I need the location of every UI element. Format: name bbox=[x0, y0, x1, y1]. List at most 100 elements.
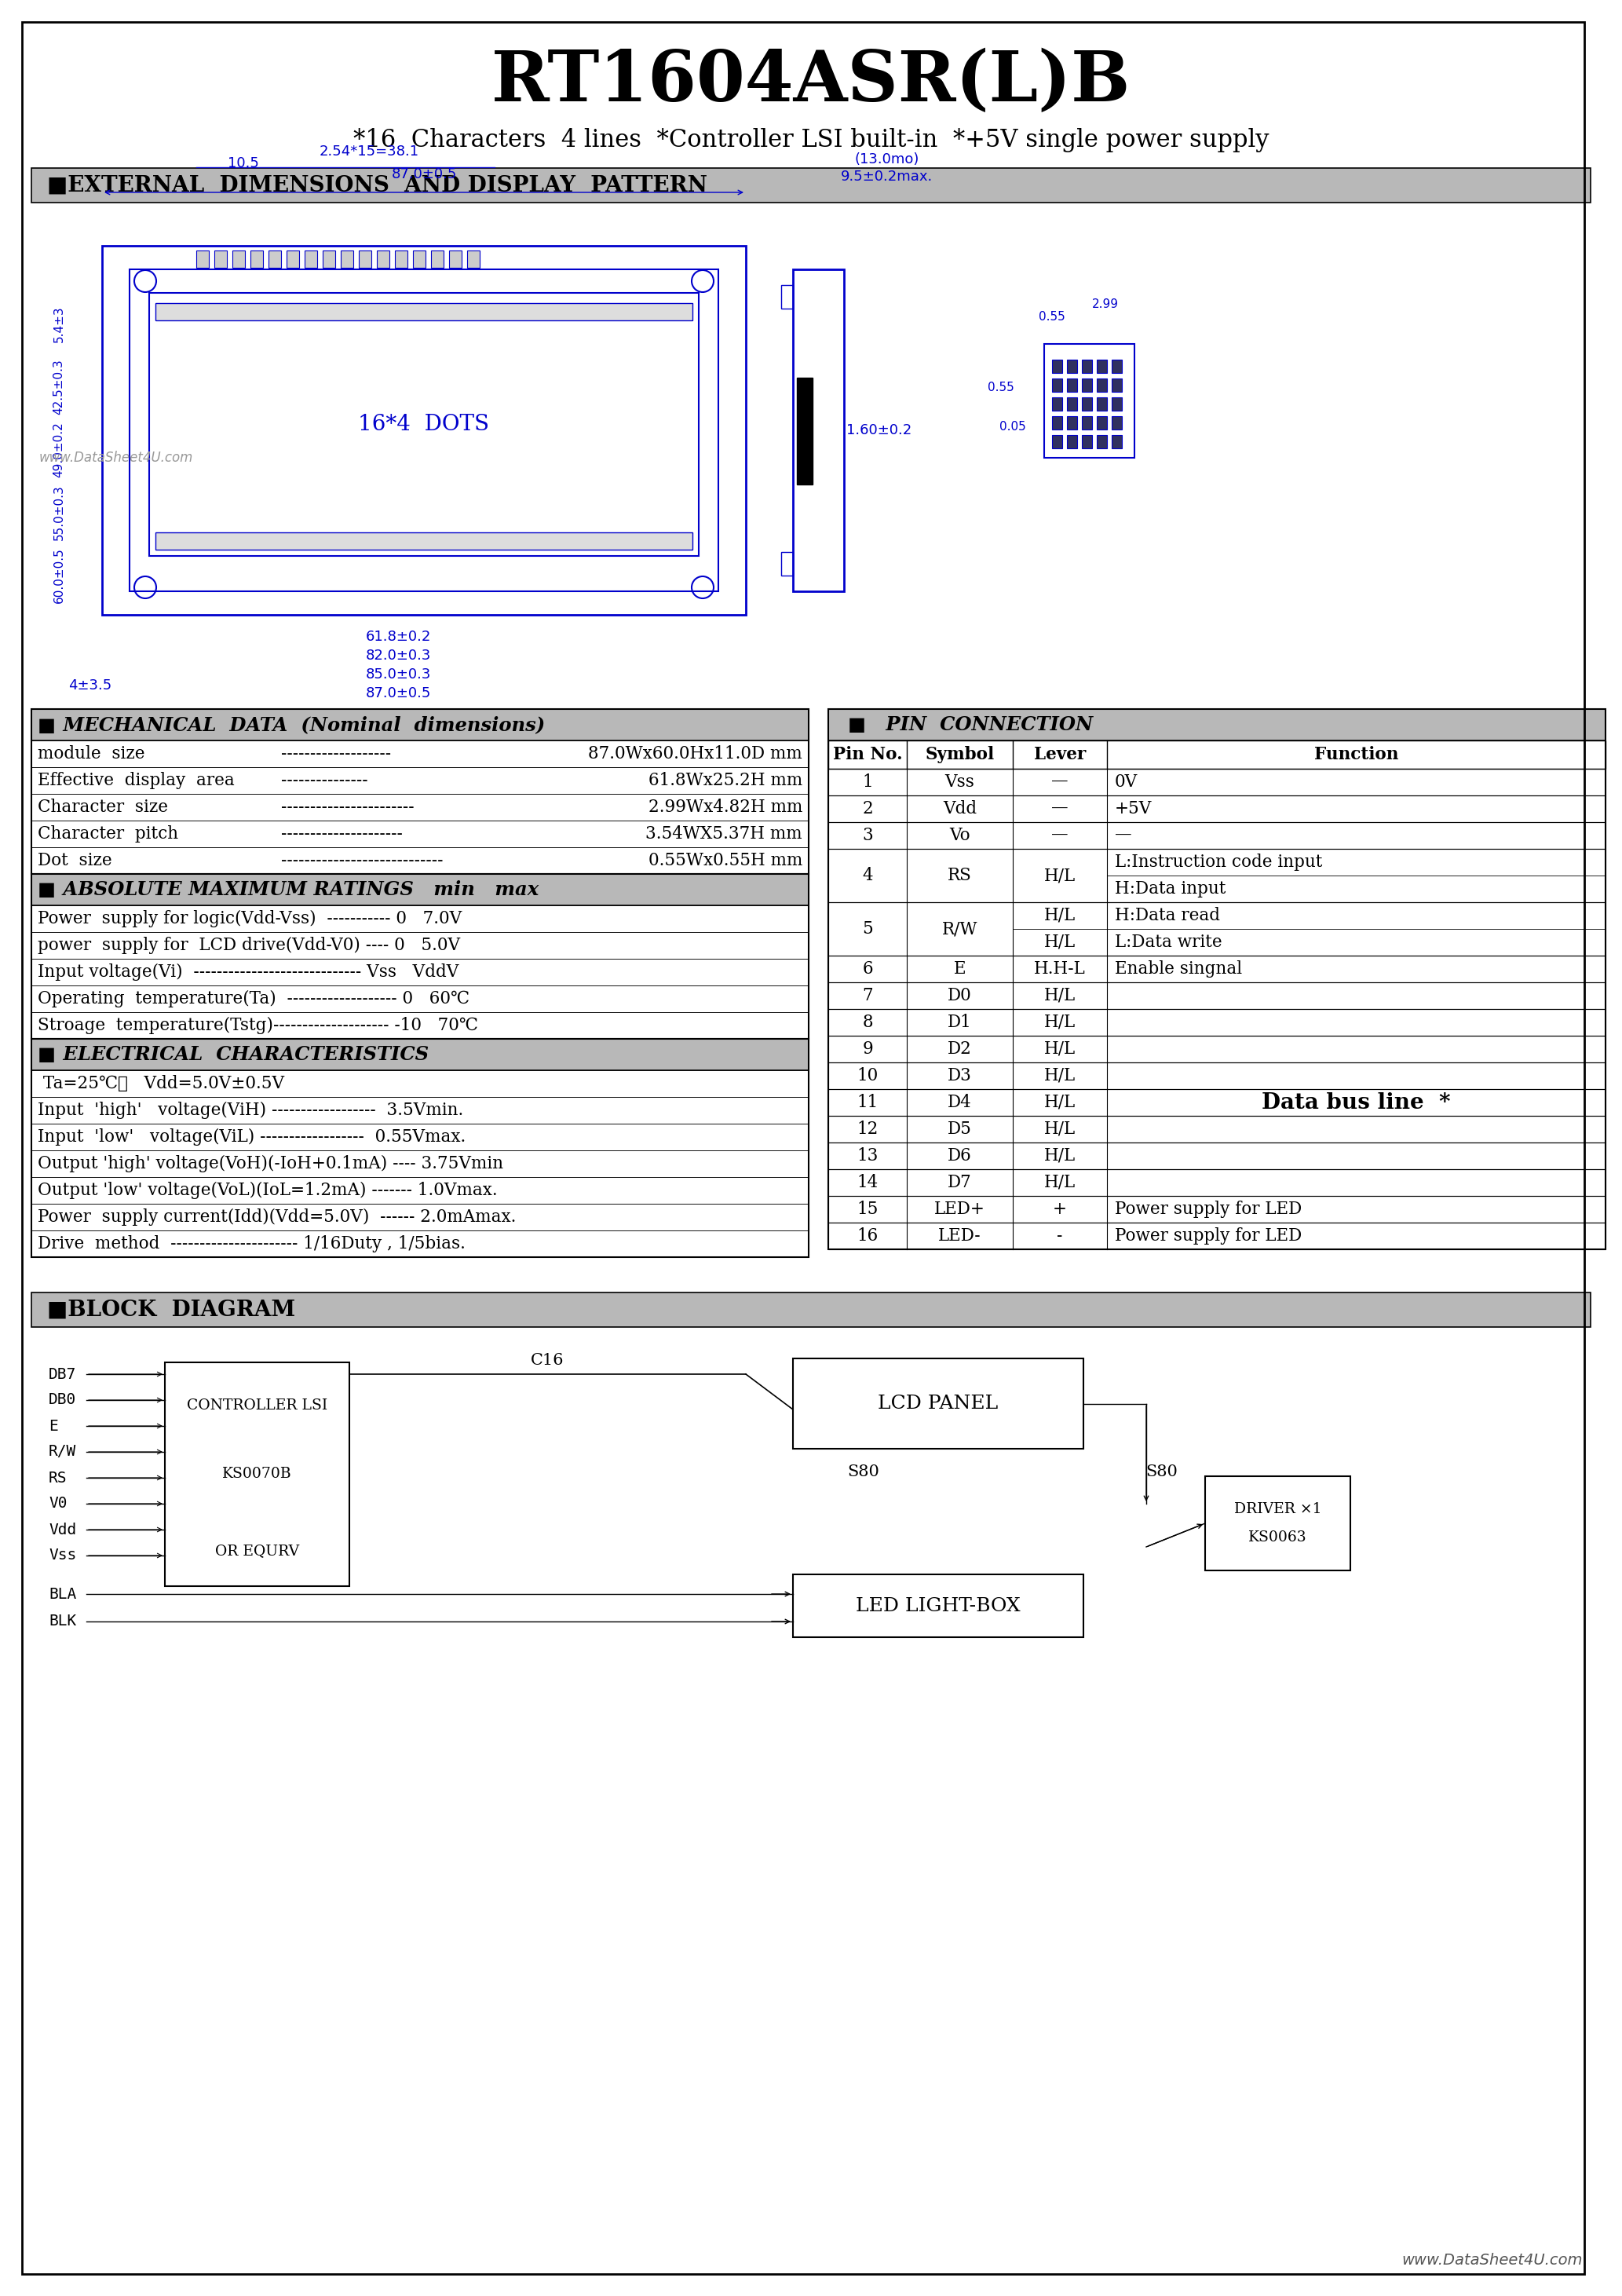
Text: LED+: LED+ bbox=[934, 1201, 985, 1217]
Text: Vss: Vss bbox=[946, 774, 975, 790]
Text: ----------------------------: ---------------------------- bbox=[281, 852, 443, 870]
Bar bbox=[793, 269, 843, 592]
Text: 3: 3 bbox=[863, 827, 873, 845]
Bar bbox=[796, 379, 813, 484]
Bar bbox=[31, 820, 809, 847]
Bar bbox=[1053, 434, 1062, 448]
Bar bbox=[156, 533, 693, 549]
Text: Effective  display  area: Effective display area bbox=[37, 771, 235, 790]
Text: 61.8Wx25.2H mm: 61.8Wx25.2H mm bbox=[649, 771, 803, 790]
Bar bbox=[394, 250, 407, 269]
Text: 0.55Wx0.55H mm: 0.55Wx0.55H mm bbox=[649, 852, 803, 870]
Text: 87.0Wx60.0Hx11.0D mm: 87.0Wx60.0Hx11.0D mm bbox=[589, 746, 803, 762]
Text: Power  supply current(Idd)(Vdd=5.0V)  ------ 2.0mAmax.: Power supply current(Idd)(Vdd=5.0V) ----… bbox=[37, 1208, 516, 1226]
Text: www.DataSheet4U.com: www.DataSheet4U.com bbox=[1401, 2252, 1583, 2268]
Text: 6: 6 bbox=[863, 960, 873, 978]
Text: H/L: H/L bbox=[1045, 1093, 1075, 1111]
Bar bbox=[431, 250, 443, 269]
Bar bbox=[196, 250, 209, 269]
Text: Output 'high' voltage(VoH)(-IoH+0.1mA) ---- 3.75Vmin: Output 'high' voltage(VoH)(-IoH+0.1mA) -… bbox=[37, 1155, 503, 1173]
Bar bbox=[31, 905, 809, 932]
Text: ■    ABSOLUTE MAXIMUM RATINGS   min   max: ■ ABSOLUTE MAXIMUM RATINGS min max bbox=[37, 879, 539, 900]
Bar bbox=[829, 902, 1606, 955]
Bar bbox=[31, 1293, 1591, 1327]
Text: BLK: BLK bbox=[49, 1614, 76, 1628]
Text: 0.55: 0.55 bbox=[1038, 310, 1066, 321]
Text: H/L: H/L bbox=[1045, 868, 1075, 884]
Bar bbox=[31, 709, 809, 875]
Text: 8: 8 bbox=[863, 1015, 873, 1031]
Text: ■EXTERNAL  DIMENSIONS  AND DISPLAY  PATTERN: ■EXTERNAL DIMENSIONS AND DISPLAY PATTERN bbox=[47, 174, 707, 195]
Text: ■BLOCK  DIAGRAM: ■BLOCK DIAGRAM bbox=[47, 1300, 295, 1320]
Bar bbox=[829, 742, 1606, 769]
Text: Power supply for LED: Power supply for LED bbox=[1114, 1201, 1302, 1217]
Bar bbox=[1082, 416, 1092, 429]
Text: (13.0mo): (13.0mo) bbox=[855, 152, 920, 168]
Text: H/L: H/L bbox=[1045, 907, 1075, 925]
Bar bbox=[829, 769, 1606, 794]
Text: L:Data write: L:Data write bbox=[1114, 934, 1221, 951]
Bar bbox=[782, 551, 793, 576]
Bar bbox=[449, 250, 462, 269]
Bar bbox=[829, 822, 1606, 850]
Text: 9.5±0.2max.: 9.5±0.2max. bbox=[842, 170, 933, 184]
Text: LCD PANEL: LCD PANEL bbox=[878, 1394, 999, 1412]
Text: module  size: module size bbox=[37, 746, 144, 762]
Text: 11: 11 bbox=[856, 1093, 878, 1111]
Bar bbox=[341, 250, 354, 269]
Text: H/L: H/L bbox=[1045, 934, 1075, 951]
Text: H/L: H/L bbox=[1045, 1068, 1075, 1084]
Bar bbox=[102, 246, 746, 615]
Bar bbox=[1053, 379, 1062, 393]
Bar bbox=[31, 1013, 809, 1038]
Bar bbox=[1096, 397, 1106, 411]
Text: LED LIGHT-BOX: LED LIGHT-BOX bbox=[856, 1596, 1020, 1614]
Text: 7: 7 bbox=[863, 987, 873, 1003]
Text: -: - bbox=[1058, 1228, 1062, 1244]
Bar bbox=[1111, 379, 1122, 393]
Text: H:Data read: H:Data read bbox=[1114, 907, 1220, 925]
Text: Output 'low' voltage(VoL)(IoL=1.2mA) ------- 1.0Vmax.: Output 'low' voltage(VoL)(IoL=1.2mA) ---… bbox=[37, 1182, 498, 1199]
Bar bbox=[31, 709, 809, 742]
Bar bbox=[31, 985, 809, 1013]
Text: D4: D4 bbox=[947, 1093, 972, 1111]
Text: 0.05: 0.05 bbox=[999, 420, 1027, 432]
Text: S80: S80 bbox=[1145, 1465, 1178, 1479]
Bar bbox=[829, 709, 1606, 1249]
Bar bbox=[829, 955, 1606, 983]
Text: S80: S80 bbox=[848, 1465, 879, 1479]
Bar bbox=[232, 250, 245, 269]
Bar bbox=[829, 794, 1606, 822]
Text: ---------------------: --------------------- bbox=[281, 824, 402, 843]
Text: D0: D0 bbox=[947, 987, 972, 1003]
Bar bbox=[829, 1116, 1606, 1143]
Text: www.DataSheet4U.com: www.DataSheet4U.com bbox=[39, 450, 193, 464]
Text: 14: 14 bbox=[856, 1173, 878, 1192]
Bar bbox=[165, 1362, 349, 1587]
Text: 2.54*15=38.1: 2.54*15=38.1 bbox=[320, 145, 418, 158]
Text: Input  'low'   voltage(ViL) ------------------  0.55Vmax.: Input 'low' voltage(ViL) ---------------… bbox=[37, 1127, 466, 1146]
Text: 16*4  DOTS: 16*4 DOTS bbox=[358, 413, 490, 434]
Text: —: — bbox=[1051, 799, 1069, 817]
Bar bbox=[1205, 1476, 1351, 1570]
Bar bbox=[829, 850, 1606, 902]
Text: 1: 1 bbox=[863, 774, 873, 790]
Text: 61.8±0.2: 61.8±0.2 bbox=[365, 629, 431, 643]
Bar bbox=[31, 932, 809, 960]
Text: Vdd: Vdd bbox=[49, 1522, 76, 1536]
Text: H.H-L: H.H-L bbox=[1035, 960, 1085, 978]
Bar bbox=[1067, 360, 1077, 372]
Text: ■    MECHANICAL  DATA  (Nominal  dimensions): ■ MECHANICAL DATA (Nominal dimensions) bbox=[37, 716, 545, 735]
Text: 5: 5 bbox=[863, 921, 873, 937]
Text: Pin No.: Pin No. bbox=[832, 746, 902, 762]
Bar bbox=[829, 1196, 1606, 1221]
Bar bbox=[1096, 379, 1106, 393]
Text: Character  size: Character size bbox=[37, 799, 169, 815]
Text: 13: 13 bbox=[856, 1148, 878, 1164]
Text: D3: D3 bbox=[947, 1068, 972, 1084]
Bar bbox=[1111, 416, 1122, 429]
Text: 2: 2 bbox=[863, 799, 873, 817]
Bar bbox=[1045, 344, 1134, 457]
Text: DB0: DB0 bbox=[49, 1394, 76, 1407]
Bar bbox=[1067, 416, 1077, 429]
